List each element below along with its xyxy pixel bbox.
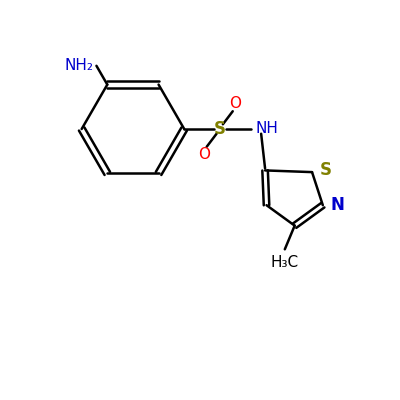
Text: S: S bbox=[320, 161, 332, 179]
Text: NH: NH bbox=[255, 121, 278, 136]
Text: O: O bbox=[198, 147, 210, 162]
Text: O: O bbox=[230, 96, 242, 111]
Text: H₃C: H₃C bbox=[271, 255, 299, 270]
Text: NH₂: NH₂ bbox=[64, 58, 93, 73]
Text: N: N bbox=[331, 196, 344, 214]
Text: S: S bbox=[214, 120, 226, 138]
